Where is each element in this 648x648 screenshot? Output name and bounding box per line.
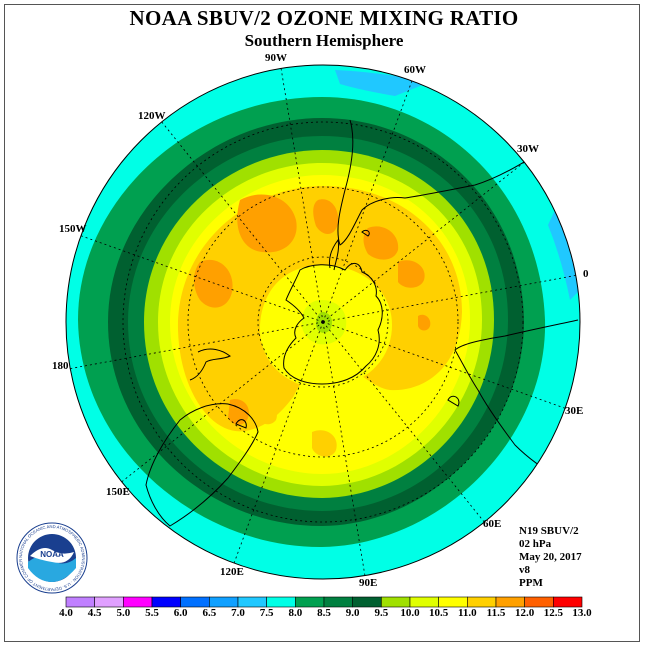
info-date: May 20, 2017: [519, 551, 582, 563]
colorbar-swatch: [323, 596, 353, 608]
band-blue-patch: [548, 210, 580, 300]
orange-patch: [398, 260, 425, 288]
colorbar-tick-label: 13.0: [572, 607, 592, 619]
info-units: PPM: [519, 577, 543, 589]
band-yellow-tongue: [284, 383, 382, 473]
colorbar-tick-label: 7.0: [231, 607, 245, 619]
colorbar-tick-label: 4.5: [87, 607, 102, 619]
orange-patch: [237, 194, 297, 253]
lon-label-150w: 150W: [59, 223, 87, 235]
colorbar-tick-label: 11.0: [458, 607, 477, 619]
gold-patch: [256, 401, 277, 425]
colorbar-swatch: [123, 596, 153, 608]
lon-label-90e: 90E: [359, 577, 378, 589]
colorbar-swatch: [295, 596, 325, 608]
lon-label-120w: 120W: [138, 110, 166, 122]
colorbar-tick-label: 5.0: [116, 607, 131, 619]
noaa-logo: NATIONAL OCEANIC AND ATMOSPHERIC ADMINIS…: [16, 522, 88, 594]
colorbar-swatch: [266, 596, 296, 608]
colorbar-tick-label: 7.5: [259, 607, 274, 619]
colorbar-tick-label: 4.0: [59, 607, 73, 619]
lon-label-150e: 150E: [106, 486, 130, 498]
colorbar-swatch: [553, 596, 583, 608]
lon-label-60e: 60E: [483, 518, 502, 530]
orange-patch: [313, 199, 339, 234]
colorbar-swatch: [65, 596, 95, 608]
colorbar-swatch: [438, 596, 468, 608]
gold-patch: [312, 430, 337, 457]
band-blue-patch: [335, 70, 430, 96]
graticule: [67, 67, 579, 577]
info-satellite: N19 SBUV/2: [519, 525, 579, 537]
orange-patch: [194, 259, 233, 308]
coast-madagascar: [447, 395, 460, 407]
coast-antarctic-peninsula: [329, 238, 339, 271]
coast-tasmania: [235, 419, 247, 429]
colorbar-swatch: [209, 596, 239, 608]
colorbar-tick-label: 8.5: [317, 607, 331, 619]
colorbar-swatch: [180, 596, 210, 608]
colorbar-tick-label: 10.0: [400, 607, 420, 619]
info-level: 02 hPa: [519, 538, 552, 550]
colorbar-swatch: [467, 596, 497, 608]
lon-label-60w: 60W: [404, 64, 426, 76]
info-block: N19 SBUV/2 02 hPa May 20, 2017 v8 PPM: [519, 525, 582, 590]
coast-australia: [145, 403, 259, 527]
coast-south-america: [337, 119, 561, 246]
lon-label-0: 0: [583, 268, 589, 280]
colorbar-swatch: [524, 596, 554, 608]
colorbar-swatch: [151, 596, 181, 608]
orange-patch: [363, 226, 399, 260]
lon-label-120e: 120E: [220, 566, 244, 578]
coast-africa: [454, 319, 579, 479]
colorbar-tick-label: 9.0: [345, 607, 360, 619]
lon-label-180: 180: [52, 360, 69, 372]
info-version: v8: [519, 564, 530, 576]
colorbar-tick-label: 6.0: [173, 607, 188, 619]
coast-new-zealand: [189, 348, 231, 381]
map-title: NOAA SBUV/2 OZONE MIXING RATIO: [129, 6, 519, 30]
colorbar-tick-label: 8.0: [288, 607, 303, 619]
coast-falklands: [361, 229, 370, 237]
colorbar-swatch: [94, 596, 124, 608]
colorbar-swatch: [381, 596, 411, 608]
lon-label-90w: 90W: [265, 52, 287, 64]
colorbar-swatch: [409, 596, 439, 608]
colorbar-swatch: [352, 596, 382, 608]
colorbar-tick-label: 12.0: [515, 607, 535, 619]
orange-patch: [418, 314, 431, 331]
colorbar-tick-label: 11.5: [486, 607, 506, 619]
logo-text: NOAA: [40, 550, 64, 559]
map-border: [65, 64, 581, 580]
lon-label-30e: 30E: [565, 405, 584, 417]
map-subtitle: Southern Hemisphere: [244, 31, 404, 50]
colorbar-swatch: [495, 596, 525, 608]
colorbar-tick-label: 9.5: [374, 607, 389, 619]
lon-label-30w: 30W: [517, 143, 539, 155]
figure-frame: [4, 4, 640, 642]
colorbar-swatch: [237, 596, 267, 608]
colorbar-tick-label: 6.5: [202, 607, 217, 619]
coastlines: [145, 119, 579, 527]
coast-antarctica: [283, 263, 383, 385]
colorbar-tick-label: 12.5: [543, 607, 563, 619]
colorbar-tick-label: 10.5: [429, 607, 449, 619]
colorbar-tick-label: 5.5: [145, 607, 159, 619]
